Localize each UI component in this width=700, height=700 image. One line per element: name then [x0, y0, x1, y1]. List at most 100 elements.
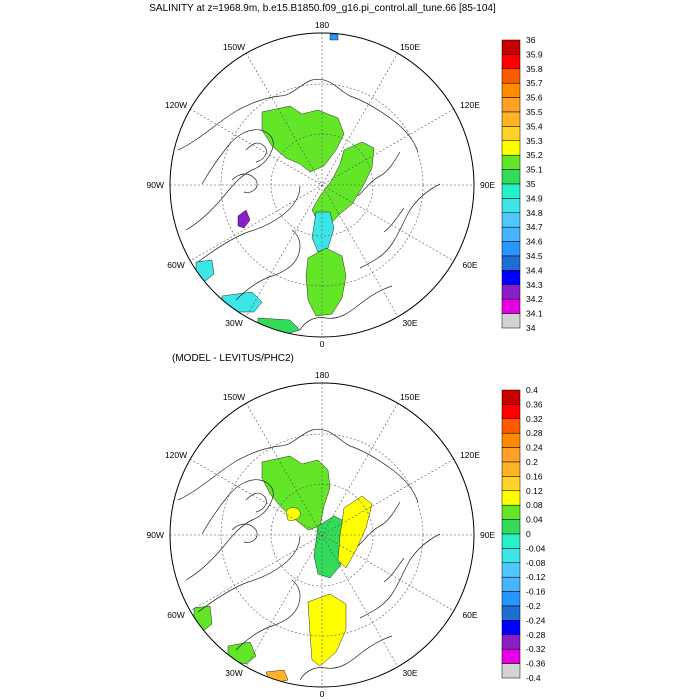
salinity-region-north-atlantic [257, 317, 301, 337]
label-90e: 90E [480, 180, 495, 190]
colorbar-box [501, 140, 521, 156]
colorbar-box [501, 648, 521, 664]
colorbar-box [501, 432, 521, 448]
colorbar-label: 35.2 [526, 150, 543, 160]
colorbar-label: -0.28 [526, 630, 546, 640]
coastlines [177, 78, 441, 331]
plot-title: SALINITY at z=1968.9m, b.e15.B1850.f09_g… [149, 3, 496, 14]
colorbar-label: 34.2 [526, 294, 543, 304]
label-180: 180 [315, 20, 329, 30]
salinity-region-canada-basin [261, 105, 345, 173]
colorbar-label: 0.28 [526, 428, 543, 438]
colorbar-box [501, 476, 521, 492]
colorbar-label: -0.16 [526, 587, 546, 597]
colorbar-box [501, 270, 521, 286]
colorbar-box [501, 255, 521, 271]
colorbar-label: 0.16 [526, 471, 543, 481]
salinity-map: 180 150W 150E 120W 120E 90W 90E 60W 60E … [147, 20, 543, 349]
colorbar-label: -0.32 [526, 644, 546, 654]
colorbar-label: 0.36 [526, 399, 543, 409]
colorbar-label: 36 [526, 35, 536, 45]
colorbar-label: 34.9 [526, 193, 543, 203]
colorbar-box [501, 562, 521, 578]
colorbar-label: 0.12 [526, 486, 543, 496]
colorbar-box [501, 126, 521, 142]
label-120w: 120W [165, 450, 187, 460]
map-boundary [169, 32, 475, 338]
colorbar-label: 34.6 [526, 237, 543, 247]
difference-region-greenland-sea [307, 593, 347, 667]
colorbar-label: 0.24 [526, 443, 543, 453]
colorbar-label: -0.24 [526, 615, 546, 625]
difference-plot-title: (MODEL - LEVITUS/PHC2) [172, 353, 294, 364]
label-0: 0 [320, 689, 325, 699]
colorbar-label: 35.1 [526, 165, 543, 175]
colorbar-label: -0.08 [526, 558, 546, 568]
colorbar-box [501, 605, 521, 621]
colorbar-box [501, 169, 521, 185]
colorbar-box [501, 490, 521, 506]
label-180: 180 [315, 370, 329, 380]
colorbar-box [501, 389, 521, 405]
colorbar-box [501, 548, 521, 564]
colorbar-box [501, 154, 521, 170]
salinity-region-greenland-sea [305, 247, 347, 317]
salinity-region-fram [311, 211, 335, 253]
label-150e: 150E [400, 392, 420, 402]
label-90w: 90W [147, 530, 164, 540]
map-boundary [169, 382, 475, 688]
colorbar-box [501, 39, 521, 55]
colorbar-label: 34.7 [526, 222, 543, 232]
salinity-region-eurasian-basin [311, 141, 375, 225]
salinity-region-irminger [221, 291, 263, 313]
label-30w: 30W [225, 318, 242, 328]
colorbar-box [501, 591, 521, 607]
colorbar-box [501, 519, 521, 535]
colorbar-box [501, 284, 521, 300]
colorbar-box [501, 576, 521, 592]
difference-map: 180 150W 150E 120W 120E 90W 90E 60W 60E … [147, 370, 546, 699]
label-150w: 150W [223, 42, 245, 52]
colorbar-box [501, 404, 521, 420]
colorbar-box [501, 212, 521, 228]
colorbar-box [501, 447, 521, 463]
colorbar-label: 34.8 [526, 208, 543, 218]
difference-region-labrador [193, 605, 213, 633]
salinity-colorbar: 36 35.9 35.8 35.7 35.6 35.5 35.4 35.3 35.2 35.1 35… [501, 35, 543, 333]
label-90e: 90E [480, 530, 495, 540]
label-120e: 120E [460, 450, 480, 460]
colorbar-box [501, 461, 521, 477]
colorbar-box [501, 226, 521, 242]
coastlines [177, 428, 441, 681]
colorbar-box [501, 298, 521, 314]
salinity-region-baffin [237, 209, 251, 229]
colorbar-box [501, 418, 521, 434]
colorbar-label: 35.6 [526, 93, 543, 103]
colorbar-label: 35.8 [526, 64, 543, 74]
difference-region-eurasian [337, 495, 373, 569]
difference-region-irminger [227, 641, 257, 665]
colorbar-box [501, 313, 521, 329]
colorbar-box [501, 533, 521, 549]
colorbar-box [501, 82, 521, 98]
colorbar-label: 35.5 [526, 107, 543, 117]
label-60e: 60E [462, 260, 477, 270]
label-120e: 120E [460, 100, 480, 110]
colorbar-label: 34.3 [526, 280, 543, 290]
longitude-labels: 180 150W 150E 120W 120E 90W 90E 60W 60E … [147, 370, 496, 699]
colorbar-label: -0.04 [526, 543, 546, 553]
colorbar-box [501, 111, 521, 127]
label-30e: 30E [402, 668, 417, 678]
colorbar-box [501, 634, 521, 650]
colorbar-box [501, 54, 521, 70]
colorbar-box [501, 97, 521, 113]
colorbar-box [501, 68, 521, 84]
colorbar-label: 35 [526, 179, 536, 189]
colorbar-label: 0.32 [526, 414, 543, 424]
colorbar-box [501, 241, 521, 257]
colorbar-box [501, 504, 521, 520]
colorbar-label: 35.4 [526, 121, 543, 131]
colorbar-label: 0.08 [526, 500, 543, 510]
colorbar-label: 34.4 [526, 265, 543, 275]
